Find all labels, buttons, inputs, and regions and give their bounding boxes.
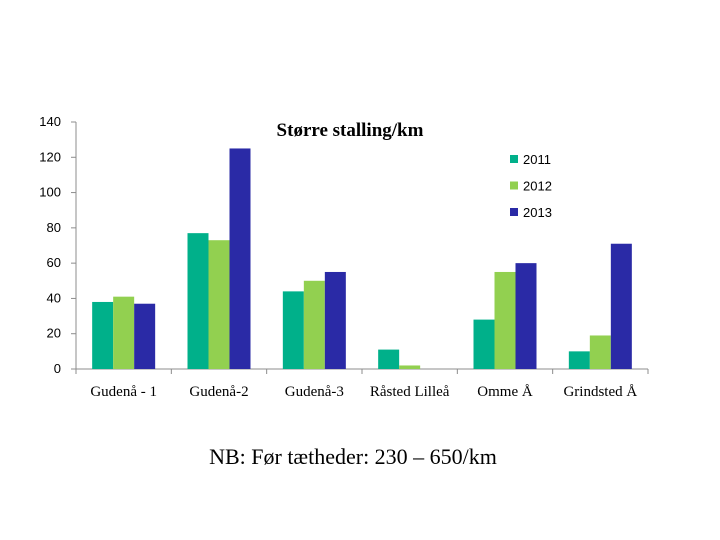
bar-2013: [134, 303, 156, 369]
x-tick-label: Grindsted Å: [563, 384, 637, 400]
bar-chart: Større stalling/km 0 20 40 60 80 100 120 140 Gu…: [39, 114, 649, 400]
bar-2012: [494, 271, 516, 369]
y-tick-label: 140: [39, 114, 61, 129]
footnote: NB: Før tætheder: 230 – 650/km: [209, 444, 497, 469]
bars: [92, 148, 632, 369]
x-tick-label: Gudenå - 1: [90, 384, 157, 400]
legend-label-2013: 2013: [523, 205, 552, 220]
y-tick-label: 80: [47, 220, 61, 235]
bar-2013: [610, 243, 632, 369]
bar-2011: [282, 291, 304, 369]
x-tick-label: Gudenå-3: [285, 384, 344, 400]
y-tick-label: 100: [39, 185, 61, 200]
bar-2012: [589, 335, 611, 369]
axes: [71, 121, 649, 374]
y-tick-label: 60: [47, 255, 61, 270]
y-tick-label: 20: [47, 326, 61, 341]
bar-2011: [378, 349, 400, 369]
x-tick-label: Gudenå-2: [189, 384, 248, 400]
x-tick-label: Råsted Lilleå: [370, 384, 450, 400]
legend-swatch-2011: [510, 155, 518, 163]
chart-title: Større stalling/km: [277, 120, 424, 141]
bar-2013: [324, 271, 346, 369]
bar-2013: [515, 263, 537, 369]
bar-2011: [187, 233, 209, 369]
y-tick-label: 40: [47, 290, 61, 305]
bar-2011: [568, 351, 590, 369]
legend-swatch-2012: [510, 181, 518, 190]
bar-2013: [229, 148, 251, 369]
y-tick-label: 120: [39, 149, 61, 164]
legend-label-2012: 2012: [523, 179, 552, 194]
bar-2012: [208, 240, 230, 369]
bar-2011: [92, 301, 114, 369]
bar-2012: [399, 365, 421, 369]
y-tick-label: 0: [54, 361, 61, 376]
legend-swatch-2013: [510, 208, 518, 216]
legend: 2011 2012 2013: [510, 152, 552, 220]
legend-label-2011: 2011: [523, 152, 551, 167]
x-tick-label: Omme Å: [477, 384, 533, 400]
y-tick-labels: 0 20 40 60 80 100 120 140: [39, 114, 61, 376]
bar-2012: [303, 280, 325, 369]
x-tick-labels: Gudenå - 1 Gudenå-2 Gudenå-3 Råsted Lilleå O…: [90, 384, 637, 400]
bar-2011: [473, 319, 495, 369]
bar-2012: [113, 296, 135, 369]
